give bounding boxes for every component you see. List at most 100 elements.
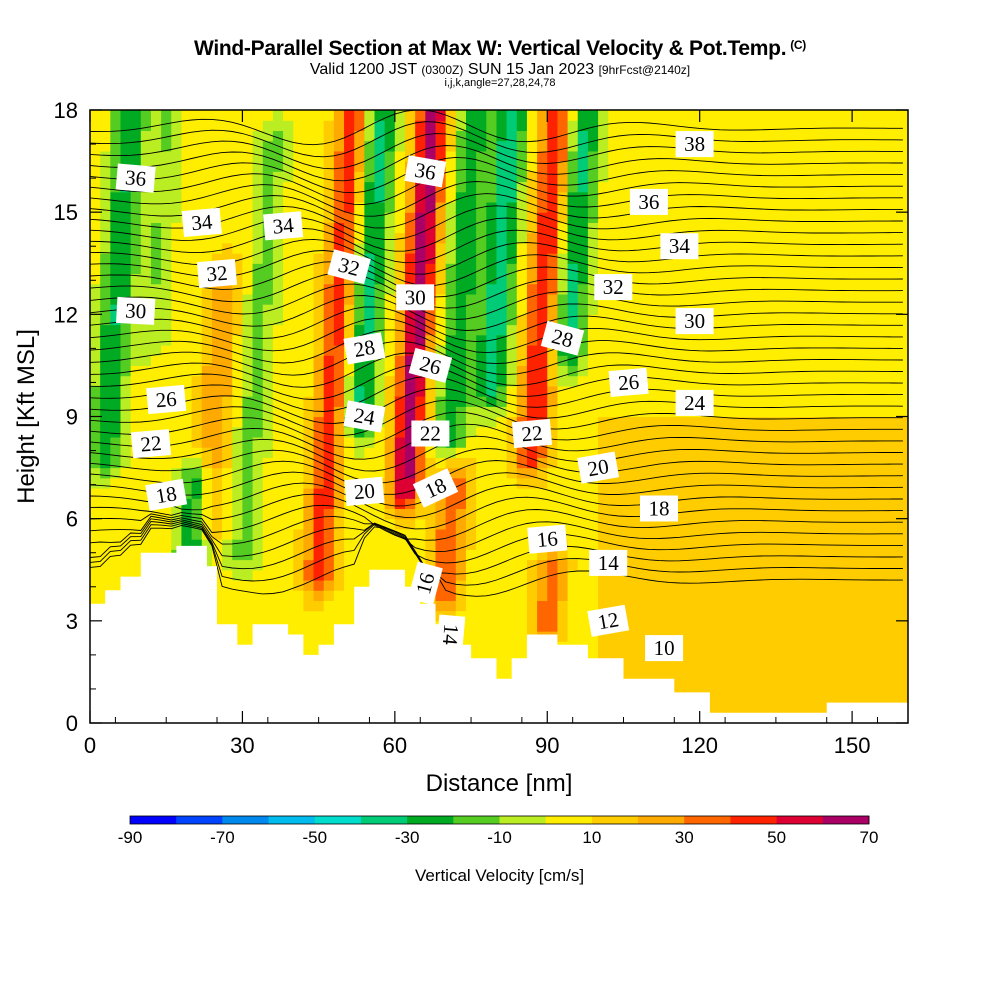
- velocity-cell: [882, 355, 894, 367]
- velocity-cell: [181, 457, 193, 469]
- velocity-cell: [628, 549, 640, 561]
- velocity-cell: [567, 426, 579, 438]
- velocity-cell: [364, 130, 376, 142]
- velocity-cell: [191, 263, 203, 275]
- velocity-cell: [496, 590, 508, 601]
- velocity-cell: [770, 201, 782, 213]
- velocity-cell: [445, 161, 457, 172]
- velocity-cell: [882, 457, 894, 469]
- velocity-cell: [293, 620, 304, 632]
- velocity-cell: [415, 201, 426, 213]
- velocity-cell: [364, 171, 376, 183]
- velocity-cell: [516, 150, 528, 162]
- velocity-cell: [862, 324, 874, 336]
- velocity-cell: [608, 222, 619, 234]
- velocity-cell: [638, 518, 650, 530]
- velocity-cell: [730, 518, 741, 530]
- velocity-cell: [730, 467, 741, 479]
- velocity-cell: [872, 242, 884, 254]
- velocity-cell: [862, 692, 874, 704]
- velocity-cell: [750, 355, 762, 367]
- velocity-cell: [496, 488, 508, 499]
- velocity-cell: [496, 671, 508, 683]
- velocity-cell: [496, 355, 508, 367]
- velocity-cell: [526, 498, 538, 510]
- velocity-cell: [577, 590, 589, 601]
- velocity-cell: [374, 232, 386, 244]
- velocity-cell: [882, 385, 894, 397]
- velocity-cell: [344, 375, 355, 387]
- velocity-cell: [384, 559, 396, 571]
- velocity-cell: [638, 620, 650, 632]
- velocity-cell: [526, 120, 538, 132]
- velocity-cell: [496, 406, 508, 418]
- velocity-cell: [344, 508, 355, 520]
- velocity-cell: [638, 283, 650, 295]
- velocity-cell: [110, 324, 122, 336]
- velocity-cell: [435, 559, 447, 571]
- velocity-cell: [821, 416, 833, 428]
- velocity-cell: [730, 385, 741, 397]
- theta-label-text: 34: [272, 213, 296, 239]
- velocity-cell: [476, 140, 487, 152]
- velocity-cell: [130, 130, 142, 142]
- velocity-cell: [262, 498, 274, 510]
- velocity-cell: [760, 692, 772, 704]
- velocity-cell: [862, 477, 874, 489]
- velocity-cell: [648, 539, 660, 550]
- chart-indices: i,j,k,angle=27,28,24,78: [444, 77, 556, 89]
- velocity-cell: [313, 110, 325, 121]
- velocity-cell: [476, 467, 487, 479]
- velocity-cell: [841, 130, 853, 142]
- velocity-cell: [455, 181, 467, 193]
- velocity-cell: [354, 222, 365, 234]
- velocity-cell: [547, 396, 559, 407]
- velocity-cell: [445, 304, 457, 315]
- theta-contour: [90, 471, 903, 507]
- velocity-cell: [242, 130, 254, 142]
- velocity-cell: [720, 110, 731, 121]
- velocity-cell: [882, 498, 894, 510]
- velocity-cell: [526, 232, 538, 244]
- velocity-cell: [628, 559, 640, 571]
- velocity-cell: [598, 396, 609, 407]
- velocity-cell: [333, 293, 345, 305]
- velocity-cell: [272, 467, 284, 479]
- velocity-cell: [272, 324, 284, 336]
- velocity-cell: [811, 324, 823, 336]
- velocity-cell: [181, 467, 193, 479]
- velocity-cell: [293, 375, 304, 387]
- velocity-cell: [618, 426, 630, 438]
- velocity-cell: [191, 283, 203, 295]
- velocity-cell: [171, 518, 183, 530]
- velocity-cell: [506, 528, 518, 540]
- velocity-cell: [841, 549, 853, 561]
- velocity-cell: [252, 232, 264, 244]
- velocity-cell: [313, 518, 325, 530]
- velocity-cell: [831, 641, 843, 653]
- velocity-cell: [811, 620, 823, 632]
- velocity-cell: [435, 130, 447, 142]
- velocity-cell: [405, 416, 416, 428]
- theta-label-text: 10: [654, 636, 675, 660]
- velocity-cell: [445, 334, 457, 346]
- velocity-cell: [415, 334, 426, 346]
- velocity-cell: [201, 457, 213, 469]
- velocity-cell: [526, 600, 538, 612]
- velocity-cell: [699, 426, 711, 438]
- velocity-cell: [110, 436, 122, 448]
- velocity-cell: [455, 508, 467, 520]
- velocity-cell: [293, 590, 304, 601]
- velocity-cell: [130, 528, 142, 540]
- velocity-cell: [628, 416, 640, 428]
- velocity-cell: [689, 171, 701, 183]
- velocity-cell: [384, 406, 396, 418]
- velocity-cell: [496, 508, 508, 520]
- velocity-cell: [262, 436, 274, 448]
- velocity-cell: [841, 508, 853, 520]
- velocity-cell: [598, 253, 609, 264]
- velocity-cell: [211, 467, 223, 479]
- velocity-cell: [476, 508, 487, 520]
- velocity-cell: [283, 518, 294, 530]
- velocity-cell: [252, 150, 264, 162]
